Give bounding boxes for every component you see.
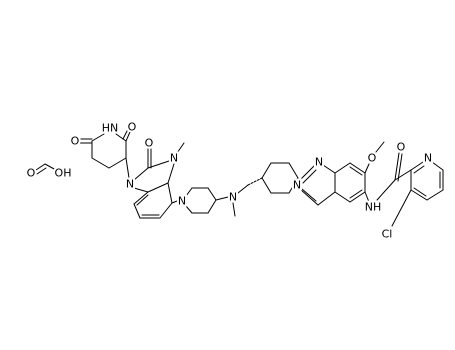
atom-label: N — [424, 152, 432, 165]
atom-label: O — [71, 135, 80, 148]
bonds — [35, 130, 444, 227]
atom-label: O — [397, 141, 406, 154]
atom-label: O — [128, 121, 137, 134]
atom-label: N — [178, 195, 186, 208]
atom-label: N — [126, 178, 134, 191]
atom-label: OH — [55, 167, 72, 180]
atom-label: N — [293, 179, 301, 192]
atom-labels: O OH O HN O O N N N N N N O O N NH Cl — [25, 119, 434, 243]
atom-label: N — [229, 191, 237, 204]
atom-label: N — [170, 152, 178, 165]
atom-label: O — [145, 137, 154, 150]
atom-label: Cl — [382, 228, 393, 241]
atom-label: N — [315, 156, 323, 169]
atom-label: HN — [102, 122, 119, 135]
atom-label: O — [27, 167, 36, 180]
atom-label: O — [368, 152, 377, 165]
atom-label: NH — [365, 201, 382, 214]
